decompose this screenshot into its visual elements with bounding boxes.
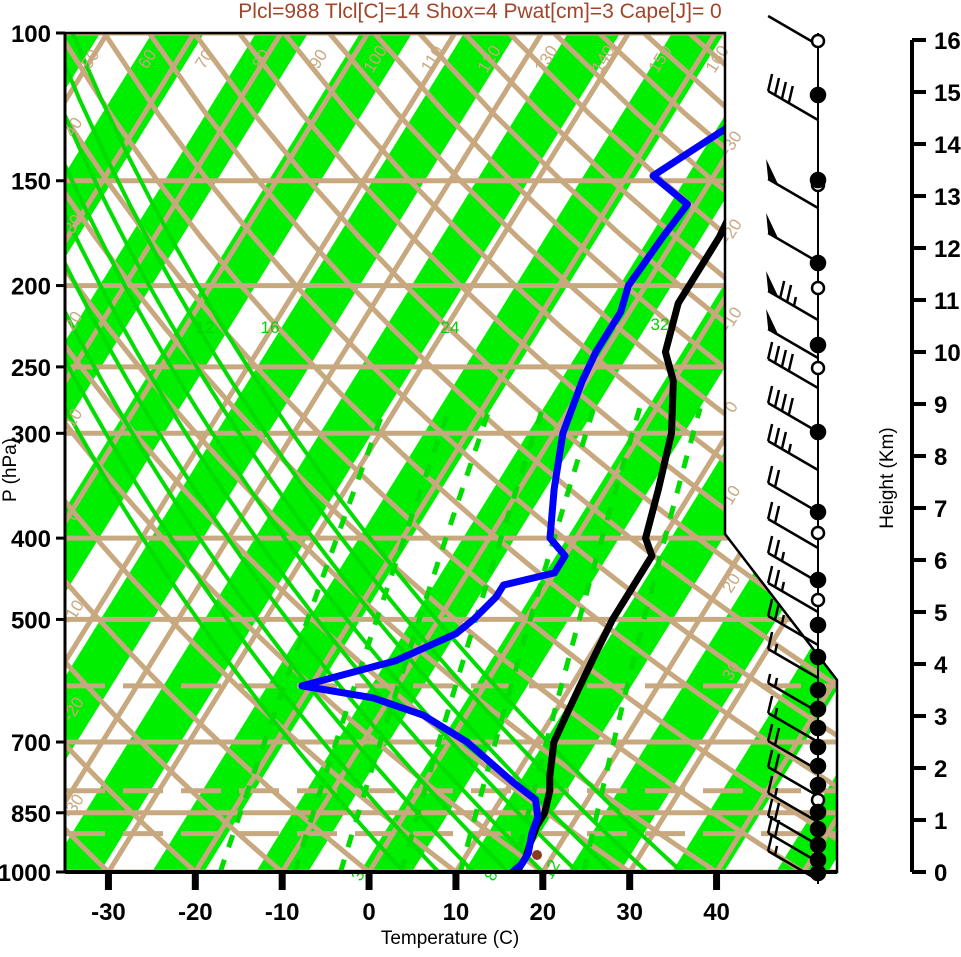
svg-text:14: 14 bbox=[934, 132, 961, 159]
height-axis-label: Height (Km) bbox=[877, 427, 898, 528]
svg-text:16: 16 bbox=[934, 28, 961, 55]
wind-barb-column bbox=[766, 14, 827, 884]
svg-text:1000: 1000 bbox=[0, 860, 51, 887]
temperature-axis: -30 -20 -10 0 10 20 30 40 bbox=[65, 870, 837, 926]
svg-text:250: 250 bbox=[11, 355, 51, 382]
svg-text:16: 16 bbox=[261, 318, 280, 337]
svg-text:0: 0 bbox=[934, 860, 947, 887]
temperature-axis-label: Temperature (C) bbox=[381, 928, 519, 949]
svg-text:24: 24 bbox=[441, 318, 460, 337]
svg-text:7: 7 bbox=[934, 496, 947, 523]
svg-text:13: 13 bbox=[934, 184, 961, 211]
svg-text:150: 150 bbox=[11, 169, 51, 196]
svg-text:100: 100 bbox=[11, 21, 51, 48]
svg-text:11: 11 bbox=[934, 288, 959, 315]
pressure-axis-label: P (hPa) bbox=[0, 438, 21, 502]
svg-text:700: 700 bbox=[11, 730, 51, 757]
dewpoint-curve bbox=[298, 80, 792, 872]
svg-text:8: 8 bbox=[934, 444, 947, 471]
svg-text:12: 12 bbox=[196, 318, 215, 337]
svg-text:850: 850 bbox=[11, 801, 51, 828]
svg-text:2: 2 bbox=[934, 756, 947, 783]
wind-barbs bbox=[766, 14, 819, 882]
svg-text:6: 6 bbox=[934, 548, 947, 575]
temperature-curve bbox=[513, 80, 837, 872]
svg-text:15: 15 bbox=[934, 80, 961, 107]
svg-text:-10: -10 bbox=[265, 899, 300, 926]
svg-text:30: 30 bbox=[616, 899, 643, 926]
svg-text:-30: -30 bbox=[91, 899, 126, 926]
svg-text:9: 9 bbox=[934, 392, 947, 419]
wind-level-markers bbox=[809, 33, 827, 882]
svg-text:-20: -20 bbox=[178, 899, 213, 926]
pressure-axis: 100 150 200 250 300 400 500 700 850 1000 bbox=[0, 21, 67, 887]
svg-text:500: 500 bbox=[11, 607, 51, 634]
lcl-marker bbox=[532, 850, 542, 860]
isobar-lines bbox=[65, 33, 837, 872]
svg-text:10: 10 bbox=[934, 340, 961, 367]
svg-text:4: 4 bbox=[934, 652, 948, 679]
svg-text:12: 12 bbox=[934, 236, 961, 263]
svg-text:10: 10 bbox=[443, 899, 470, 926]
page-title: Plcl=988 Tlcl[C]=14 Shox=4 Pwat[cm]=3 Ca… bbox=[238, 0, 721, 23]
svg-text:32: 32 bbox=[651, 315, 670, 334]
svg-text:400: 400 bbox=[11, 526, 51, 553]
svg-text:1: 1 bbox=[934, 808, 947, 835]
plot-area: 50 60 70 80 90 100 110 120 130 140 150 160403020100… bbox=[59, 31, 839, 884]
svg-text:200: 200 bbox=[11, 274, 51, 301]
svg-text:0: 0 bbox=[362, 899, 375, 926]
svg-text:3: 3 bbox=[934, 704, 947, 731]
svg-text:300: 300 bbox=[11, 421, 51, 448]
svg-text:20: 20 bbox=[529, 899, 556, 926]
svg-text:40: 40 bbox=[703, 899, 730, 926]
svg-text:5: 5 bbox=[934, 600, 947, 627]
